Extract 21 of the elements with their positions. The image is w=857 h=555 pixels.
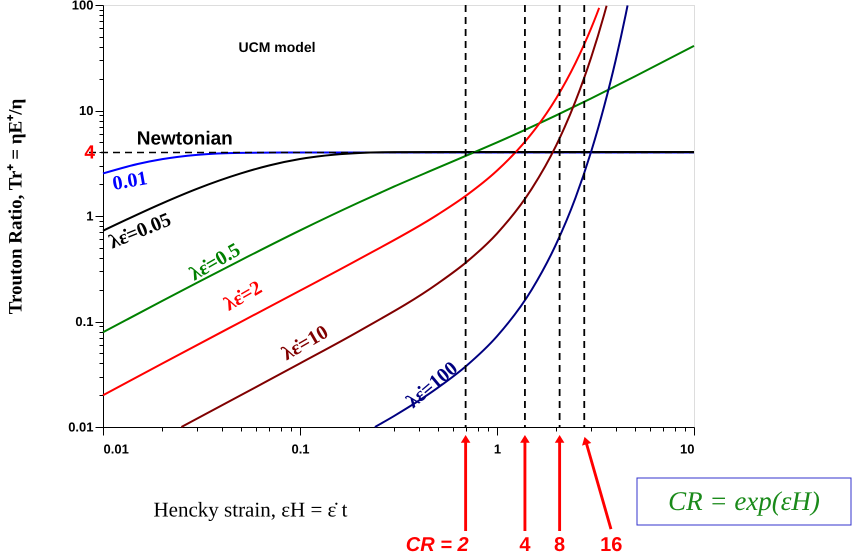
- x-tick-label: 0.01: [104, 442, 129, 456]
- x-axis-title: Hencky strain, εH = ε̇ t: [154, 498, 348, 522]
- annotation: UCM model: [238, 39, 316, 55]
- text: 8: [554, 534, 566, 555]
- y-tick-label: 0.01: [68, 420, 94, 434]
- y-tick-label: 10: [79, 103, 94, 118]
- ref-line-label: 4: [84, 142, 96, 164]
- text: 16: [600, 534, 622, 555]
- annotation: Newtonian: [136, 128, 233, 150]
- y-tick-label: 100: [72, 0, 94, 12]
- text: λε̇=2: [220, 276, 266, 316]
- x-tick-label: 1: [494, 442, 502, 456]
- x-tick-label: 10: [680, 442, 694, 456]
- text: 4: [519, 534, 532, 555]
- text: CR = exp(εH): [668, 486, 820, 516]
- text: 0.01: [110, 167, 150, 195]
- text: CR = 2: [406, 534, 469, 555]
- y-tick-label: 0.1: [75, 314, 94, 329]
- y-tick-label: 1: [86, 208, 94, 224]
- x-tick-label: 0.1: [291, 442, 310, 456]
- y-axis-title: Trouton Ratio, Tr⁺ = ηE⁺/η: [6, 98, 26, 314]
